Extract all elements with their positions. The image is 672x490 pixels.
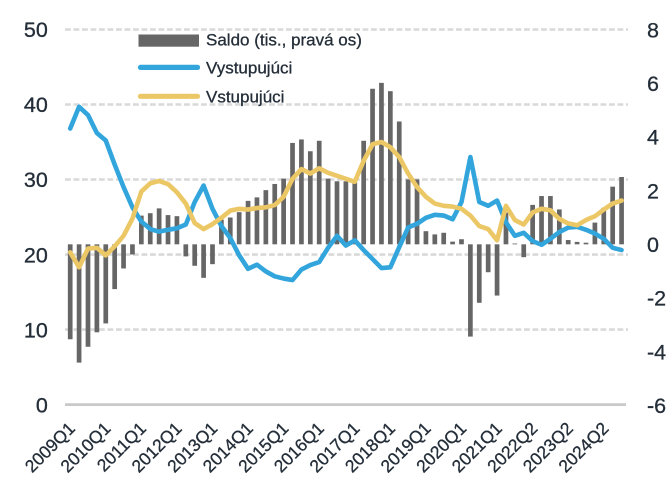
svg-text:40: 40 bbox=[24, 93, 48, 117]
svg-text:0: 0 bbox=[36, 393, 48, 417]
svg-text:Vystupujúci: Vystupujúci bbox=[206, 58, 292, 77]
svg-text:Saldo (tis., pravá os): Saldo (tis., pravá os) bbox=[206, 30, 362, 49]
svg-text:50: 50 bbox=[24, 18, 48, 42]
svg-text:-2: -2 bbox=[647, 287, 666, 311]
svg-text:20: 20 bbox=[24, 243, 48, 267]
svg-text:8: 8 bbox=[647, 19, 659, 43]
svg-text:Vstupujúci: Vstupujúci bbox=[206, 87, 284, 106]
svg-text:10: 10 bbox=[24, 318, 48, 342]
svg-text:2: 2 bbox=[647, 179, 659, 203]
svg-text:30: 30 bbox=[24, 168, 48, 192]
svg-text:6: 6 bbox=[647, 72, 659, 96]
svg-text:-6: -6 bbox=[647, 394, 666, 418]
svg-text:0: 0 bbox=[647, 233, 659, 257]
svg-text:4: 4 bbox=[647, 126, 659, 150]
svg-text:-4: -4 bbox=[647, 340, 666, 364]
